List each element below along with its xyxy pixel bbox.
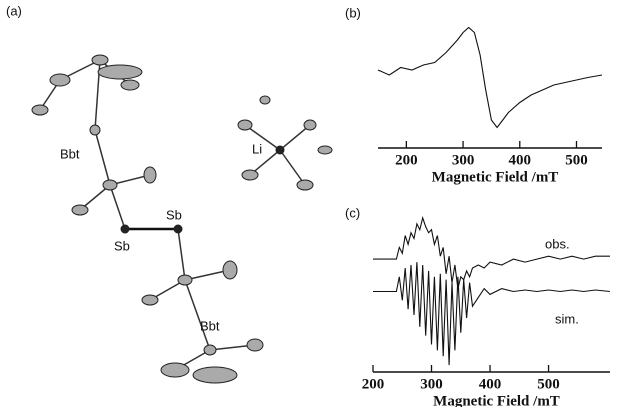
- series-label: obs.: [545, 236, 570, 251]
- atom-label: Sb: [166, 207, 182, 222]
- panel-label: (c): [345, 205, 360, 220]
- x-tick-label: 400: [479, 376, 502, 392]
- x-tick-label: 400: [509, 152, 532, 168]
- x-axis-title: Magnetic Field /mT: [433, 393, 560, 407]
- spectrum-line: [377, 26, 603, 129]
- spectrum-line: [373, 215, 610, 289]
- panel-label: (b): [345, 5, 361, 20]
- crystal-structure: [31, 54, 333, 384]
- x-tick-label: 300: [452, 152, 475, 168]
- atom-label: Bbt: [200, 318, 220, 333]
- x-tick-label: 500: [565, 152, 588, 168]
- series-label: sim.: [555, 311, 579, 326]
- x-tick-label: 200: [395, 152, 418, 168]
- atom-label: Sb: [114, 238, 130, 253]
- atom-label: Bbt: [60, 146, 80, 161]
- spectrum-line: [373, 262, 611, 366]
- x-axis-title: Magnetic Field /mT: [432, 169, 559, 185]
- x-tick-label: 500: [537, 376, 560, 392]
- x-tick-label: 200: [362, 376, 385, 392]
- x-tick-label: 300: [420, 376, 443, 392]
- panel-label: (a): [6, 3, 22, 18]
- atom-label: Li: [252, 141, 262, 156]
